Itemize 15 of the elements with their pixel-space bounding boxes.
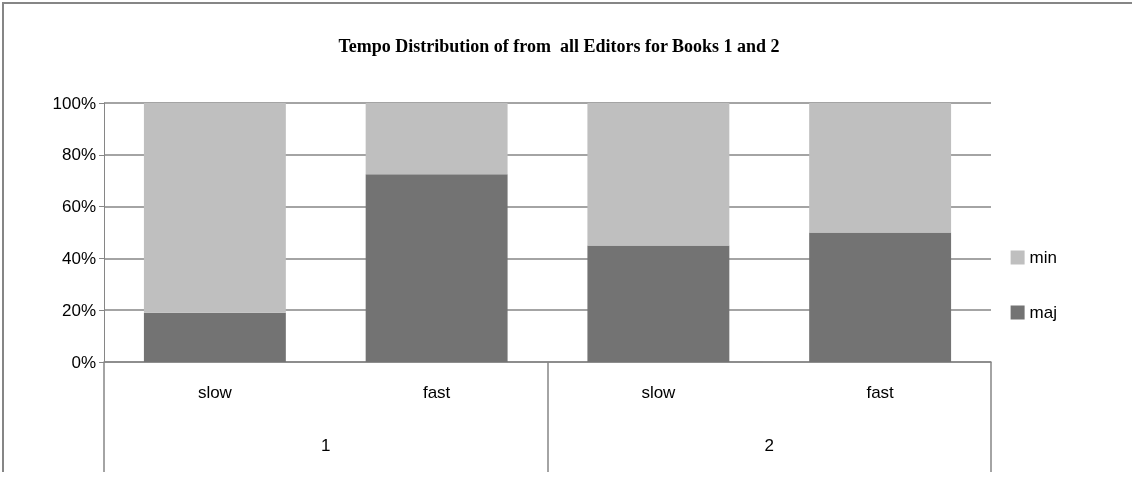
x-tick-label: fast (866, 383, 895, 402)
y-tick-label: 100% (52, 93, 96, 113)
y-tick-label: 80% (61, 145, 96, 165)
x-tick-label: slow (197, 383, 233, 402)
y-tick-label: 60% (61, 197, 96, 217)
x-tick-label: fast (422, 383, 451, 402)
y-tick-label: 20% (61, 300, 96, 320)
legend-label: min (1029, 248, 1058, 267)
x-tick-label: slow (641, 383, 677, 402)
chart-title: Tempo Distribution of from all Editors for Books 1 and 2 (338, 36, 780, 56)
legend-label: maj (1029, 303, 1058, 322)
y-tick-label: 40% (61, 248, 96, 268)
text: 1 (321, 436, 331, 455)
y-tick-label: 0% (71, 352, 96, 372)
text: 2 (764, 436, 774, 455)
